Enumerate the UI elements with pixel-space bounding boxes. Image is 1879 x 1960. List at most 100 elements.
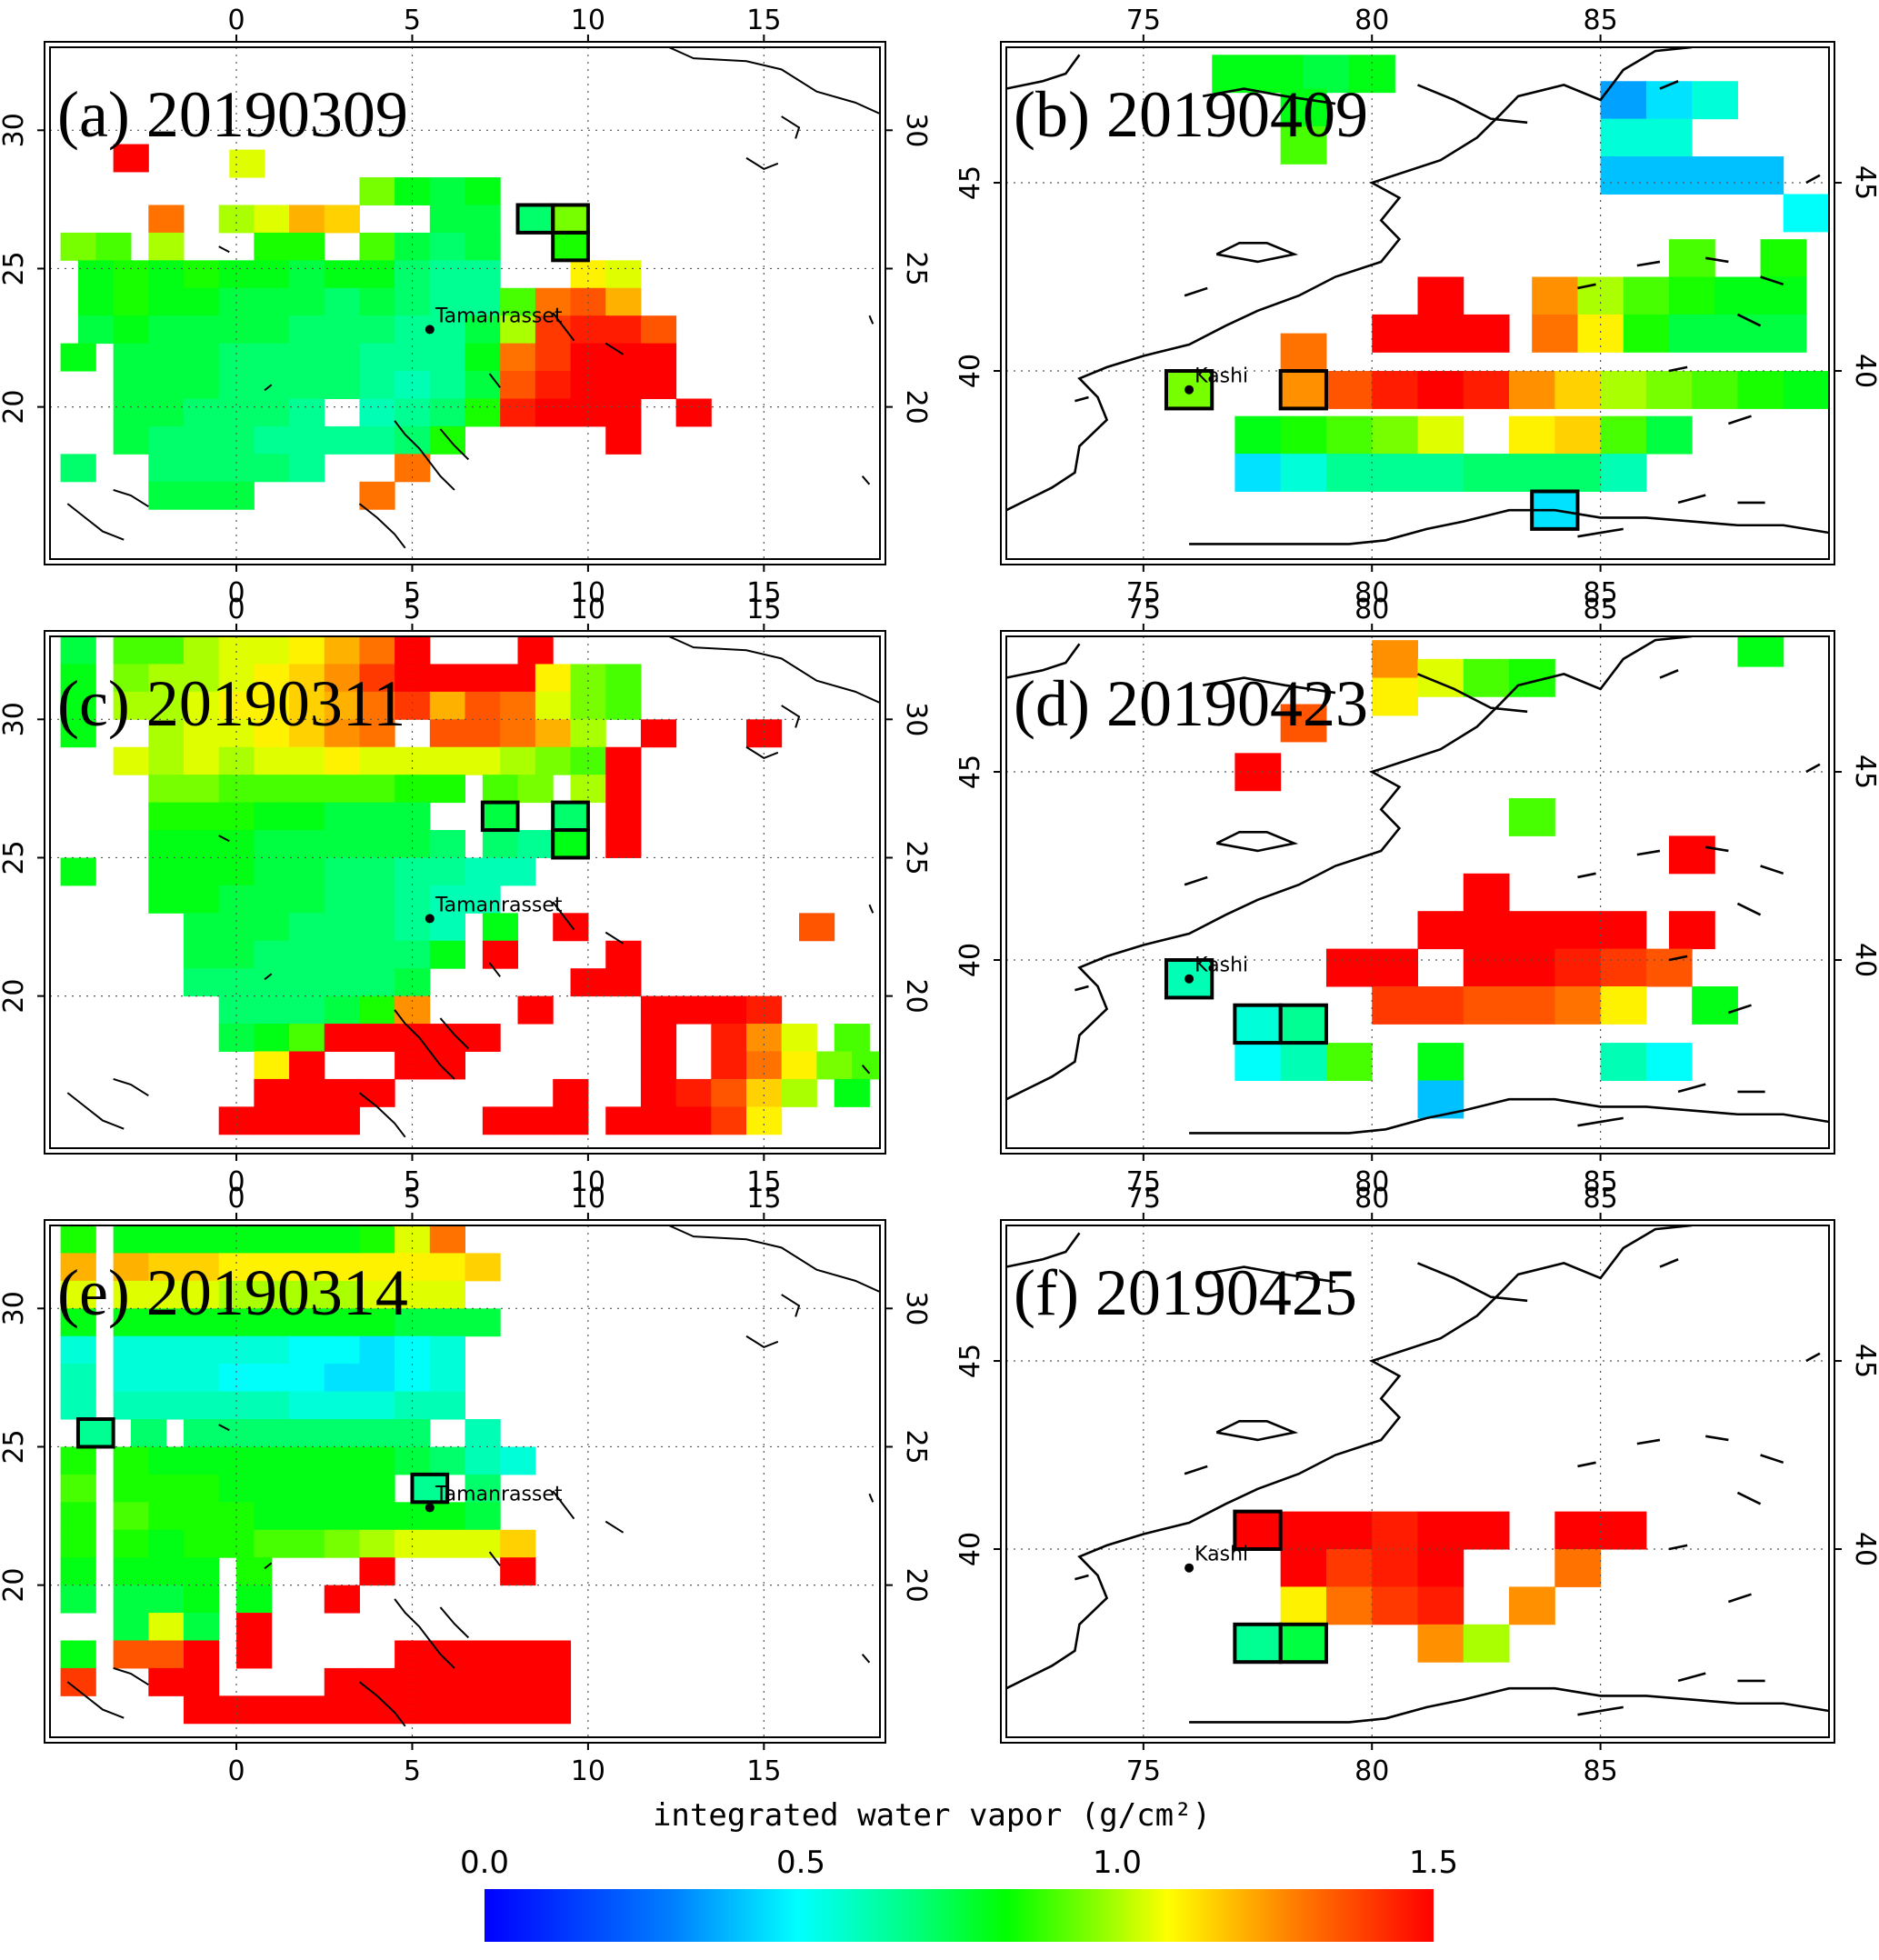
iwv-grid-cell bbox=[359, 691, 395, 720]
coastline bbox=[861, 1065, 871, 1075]
map-frame-inner bbox=[1005, 635, 1830, 1149]
iwv-grid-cell bbox=[289, 691, 325, 720]
iwv-grid-cell bbox=[254, 260, 290, 289]
y-tick-label-right: 40 bbox=[1849, 943, 1879, 977]
panel-label: (e) 20190314 bbox=[57, 1256, 408, 1329]
iwv-grid-cell bbox=[289, 232, 325, 261]
iwv-grid-cell bbox=[289, 1474, 325, 1503]
coastline bbox=[1006, 54, 1081, 90]
coastline bbox=[1184, 1465, 1208, 1475]
x-tick-label-bottom: 75 bbox=[1126, 1755, 1161, 1787]
iwv-grid-cell bbox=[359, 1308, 395, 1337]
iwv-grid-cell bbox=[218, 1364, 255, 1393]
map-frame bbox=[1000, 1219, 1835, 1744]
iwv-grid-cell bbox=[465, 1253, 501, 1282]
iwv-grid-cell bbox=[1280, 1511, 1327, 1550]
x-tick-label-top: 15 bbox=[746, 1183, 781, 1215]
iwv-grid-cell bbox=[324, 857, 360, 886]
iwv-grid-cell bbox=[500, 1557, 536, 1586]
station-box bbox=[1278, 1622, 1328, 1665]
iwv-grid-cell bbox=[1417, 276, 1464, 315]
iwv-grid-cell bbox=[640, 1024, 677, 1052]
coastline bbox=[1074, 395, 1089, 403]
iwv-grid-cell bbox=[254, 1051, 290, 1080]
iwv-grid-cell bbox=[184, 1585, 220, 1614]
iwv-grid-cell bbox=[324, 1280, 360, 1309]
iwv-grid-cell bbox=[184, 802, 220, 831]
x-tick-label-top: 80 bbox=[1354, 5, 1389, 36]
iwv-grid-cell bbox=[184, 1667, 220, 1696]
y-tick-label-right: 45 bbox=[1849, 1344, 1879, 1378]
coastline bbox=[439, 1606, 470, 1639]
iwv-grid-cell bbox=[113, 1640, 149, 1669]
iwv-grid-cell bbox=[1417, 1511, 1464, 1550]
iwv-grid-cell bbox=[254, 1502, 290, 1531]
map-panel-f: Kashi 75 75 80 80 85 85 40 40 45 45 (f) 20190425 bbox=[954, 1183, 1879, 1787]
iwv-grid-cell bbox=[324, 746, 360, 775]
city-marker bbox=[425, 914, 435, 924]
iwv-grid-cell bbox=[1372, 1549, 1418, 1587]
iwv-grid-cell bbox=[465, 1640, 501, 1669]
map-area: Tamanrasset bbox=[50, 1225, 880, 1737]
iwv-grid-cell bbox=[60, 1335, 96, 1365]
iwv-grid-cell bbox=[184, 913, 220, 942]
iwv-grid-cell bbox=[1509, 415, 1555, 455]
iwv-grid-cell bbox=[60, 1280, 96, 1309]
iwv-grid-cell bbox=[184, 1308, 220, 1337]
iwv-grid-cell bbox=[218, 691, 255, 720]
iwv-grid-cell bbox=[605, 968, 642, 997]
coastline bbox=[1577, 1116, 1624, 1127]
iwv-grid-cell bbox=[465, 1529, 501, 1558]
iwv-grid-cell bbox=[359, 968, 395, 997]
iwv-grid-cell bbox=[324, 287, 360, 316]
x-tick-label-bottom: 80 bbox=[1354, 1755, 1389, 1787]
x-tick-label-bottom: 10 bbox=[571, 1166, 605, 1198]
y-tick-label-right: 40 bbox=[1849, 354, 1879, 388]
iwv-grid-cell bbox=[1737, 636, 1784, 667]
coastline bbox=[439, 1017, 470, 1050]
iwv-grid-cell bbox=[834, 1078, 870, 1107]
coastline bbox=[1202, 87, 1336, 105]
iwv-grid-cell bbox=[640, 719, 677, 748]
iwv-grid-cell bbox=[1783, 371, 1829, 409]
station-box bbox=[1164, 369, 1214, 411]
y-tick-label-right: 45 bbox=[1849, 755, 1879, 789]
iwv-grid-cell bbox=[289, 1446, 325, 1475]
iwv-grid-cell bbox=[254, 1253, 290, 1282]
iwv-grid-cell bbox=[605, 664, 642, 693]
iwv-grid-cell bbox=[113, 398, 149, 427]
iwv-grid-cell bbox=[60, 691, 96, 720]
iwv-grid-cell bbox=[359, 315, 395, 345]
iwv-grid-cell bbox=[113, 691, 149, 720]
iwv-grid-cell bbox=[289, 913, 325, 942]
iwv-grid-cell bbox=[465, 885, 501, 914]
iwv-grid-cell bbox=[465, 343, 501, 372]
iwv-grid-cell bbox=[324, 885, 360, 914]
iwv-grid-cell bbox=[289, 260, 325, 289]
iwv-grid-cell bbox=[218, 1502, 255, 1531]
iwv-grid-cell bbox=[254, 968, 290, 997]
map-panel-e: Tamanrasset 0 0 5 5 10 10 15 15 20 20 25 25 30 30 (e) 2… bbox=[0, 1183, 932, 1787]
iwv-grid-cell bbox=[535, 746, 572, 775]
iwv-grid-cell bbox=[324, 1364, 360, 1393]
iwv-grid-cell bbox=[1463, 948, 1510, 987]
iwv-grid-cell bbox=[834, 1024, 870, 1052]
coastline bbox=[488, 373, 501, 388]
city-marker bbox=[1184, 1563, 1194, 1573]
iwv-grid-cell bbox=[130, 1419, 167, 1447]
map-frame bbox=[1000, 630, 1835, 1155]
iwv-grid-cell bbox=[1325, 1511, 1373, 1550]
iwv-grid-cell bbox=[289, 1106, 325, 1135]
iwv-grid-cell bbox=[605, 1106, 642, 1135]
x-tick-label-bottom: 0 bbox=[227, 577, 245, 609]
iwv-grid-cell bbox=[254, 371, 290, 399]
iwv-grid-cell bbox=[324, 1667, 360, 1696]
iwv-grid-cell bbox=[359, 1024, 395, 1052]
iwv-grid-cell bbox=[1417, 454, 1464, 492]
iwv-grid-cell bbox=[535, 664, 572, 693]
iwv-grid-cell bbox=[254, 940, 290, 969]
iwv-grid-cell bbox=[517, 830, 554, 858]
iwv-grid-cell bbox=[359, 177, 395, 205]
iwv-grid-cell bbox=[289, 995, 325, 1025]
station-box bbox=[410, 1472, 450, 1505]
